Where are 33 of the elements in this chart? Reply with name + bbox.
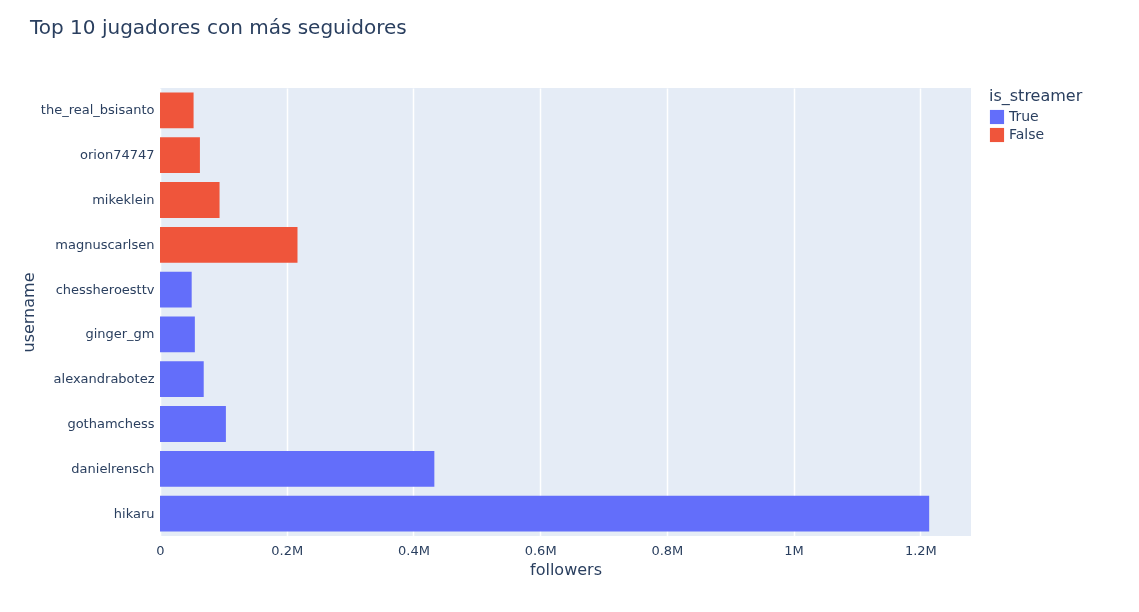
x-axis-title: followers [530,559,602,579]
bar [160,137,200,174]
bar [160,450,435,487]
y-tick-label: hikaru [113,505,155,521]
x-tick-label: 0.6M [524,542,557,558]
x-tick-label: 0.4M [397,542,430,558]
legend-label: False [1009,126,1045,142]
y-tick-label: chessheroesttv [55,281,155,297]
bar [160,226,298,263]
y-tick-label: magnuscarlsen [55,236,155,252]
y-tick-label: the_real_bsisanto [40,102,155,118]
bar [160,271,192,308]
y-tick-label: ginger_gm [85,326,155,342]
bar [160,316,195,353]
bar [160,92,194,129]
y-tick-label: alexandrabotez [53,371,155,387]
x-tick-label: 1.2M [904,542,937,558]
y-tick-label: mikeklein [92,192,155,207]
y-tick-label: danielrensch [71,460,155,476]
chart-title: Top 10 jugadores con más seguidores [29,15,407,39]
x-tick-label: 0.2M [271,542,304,558]
x-tick-label: 0.8M [651,542,684,558]
y-tick-label: orion74747 [80,147,155,163]
bar [160,182,220,218]
legend-title: is_streamer [989,86,1083,106]
legend-label: True [1008,108,1039,124]
bar [160,361,204,398]
y-tick-label: gothamchess [67,416,155,431]
bar [160,406,226,442]
x-tick-label: 0 [156,542,165,558]
y-axis-title: username [18,272,38,353]
x-tick-label: 1M [784,542,804,558]
bar [160,495,930,532]
